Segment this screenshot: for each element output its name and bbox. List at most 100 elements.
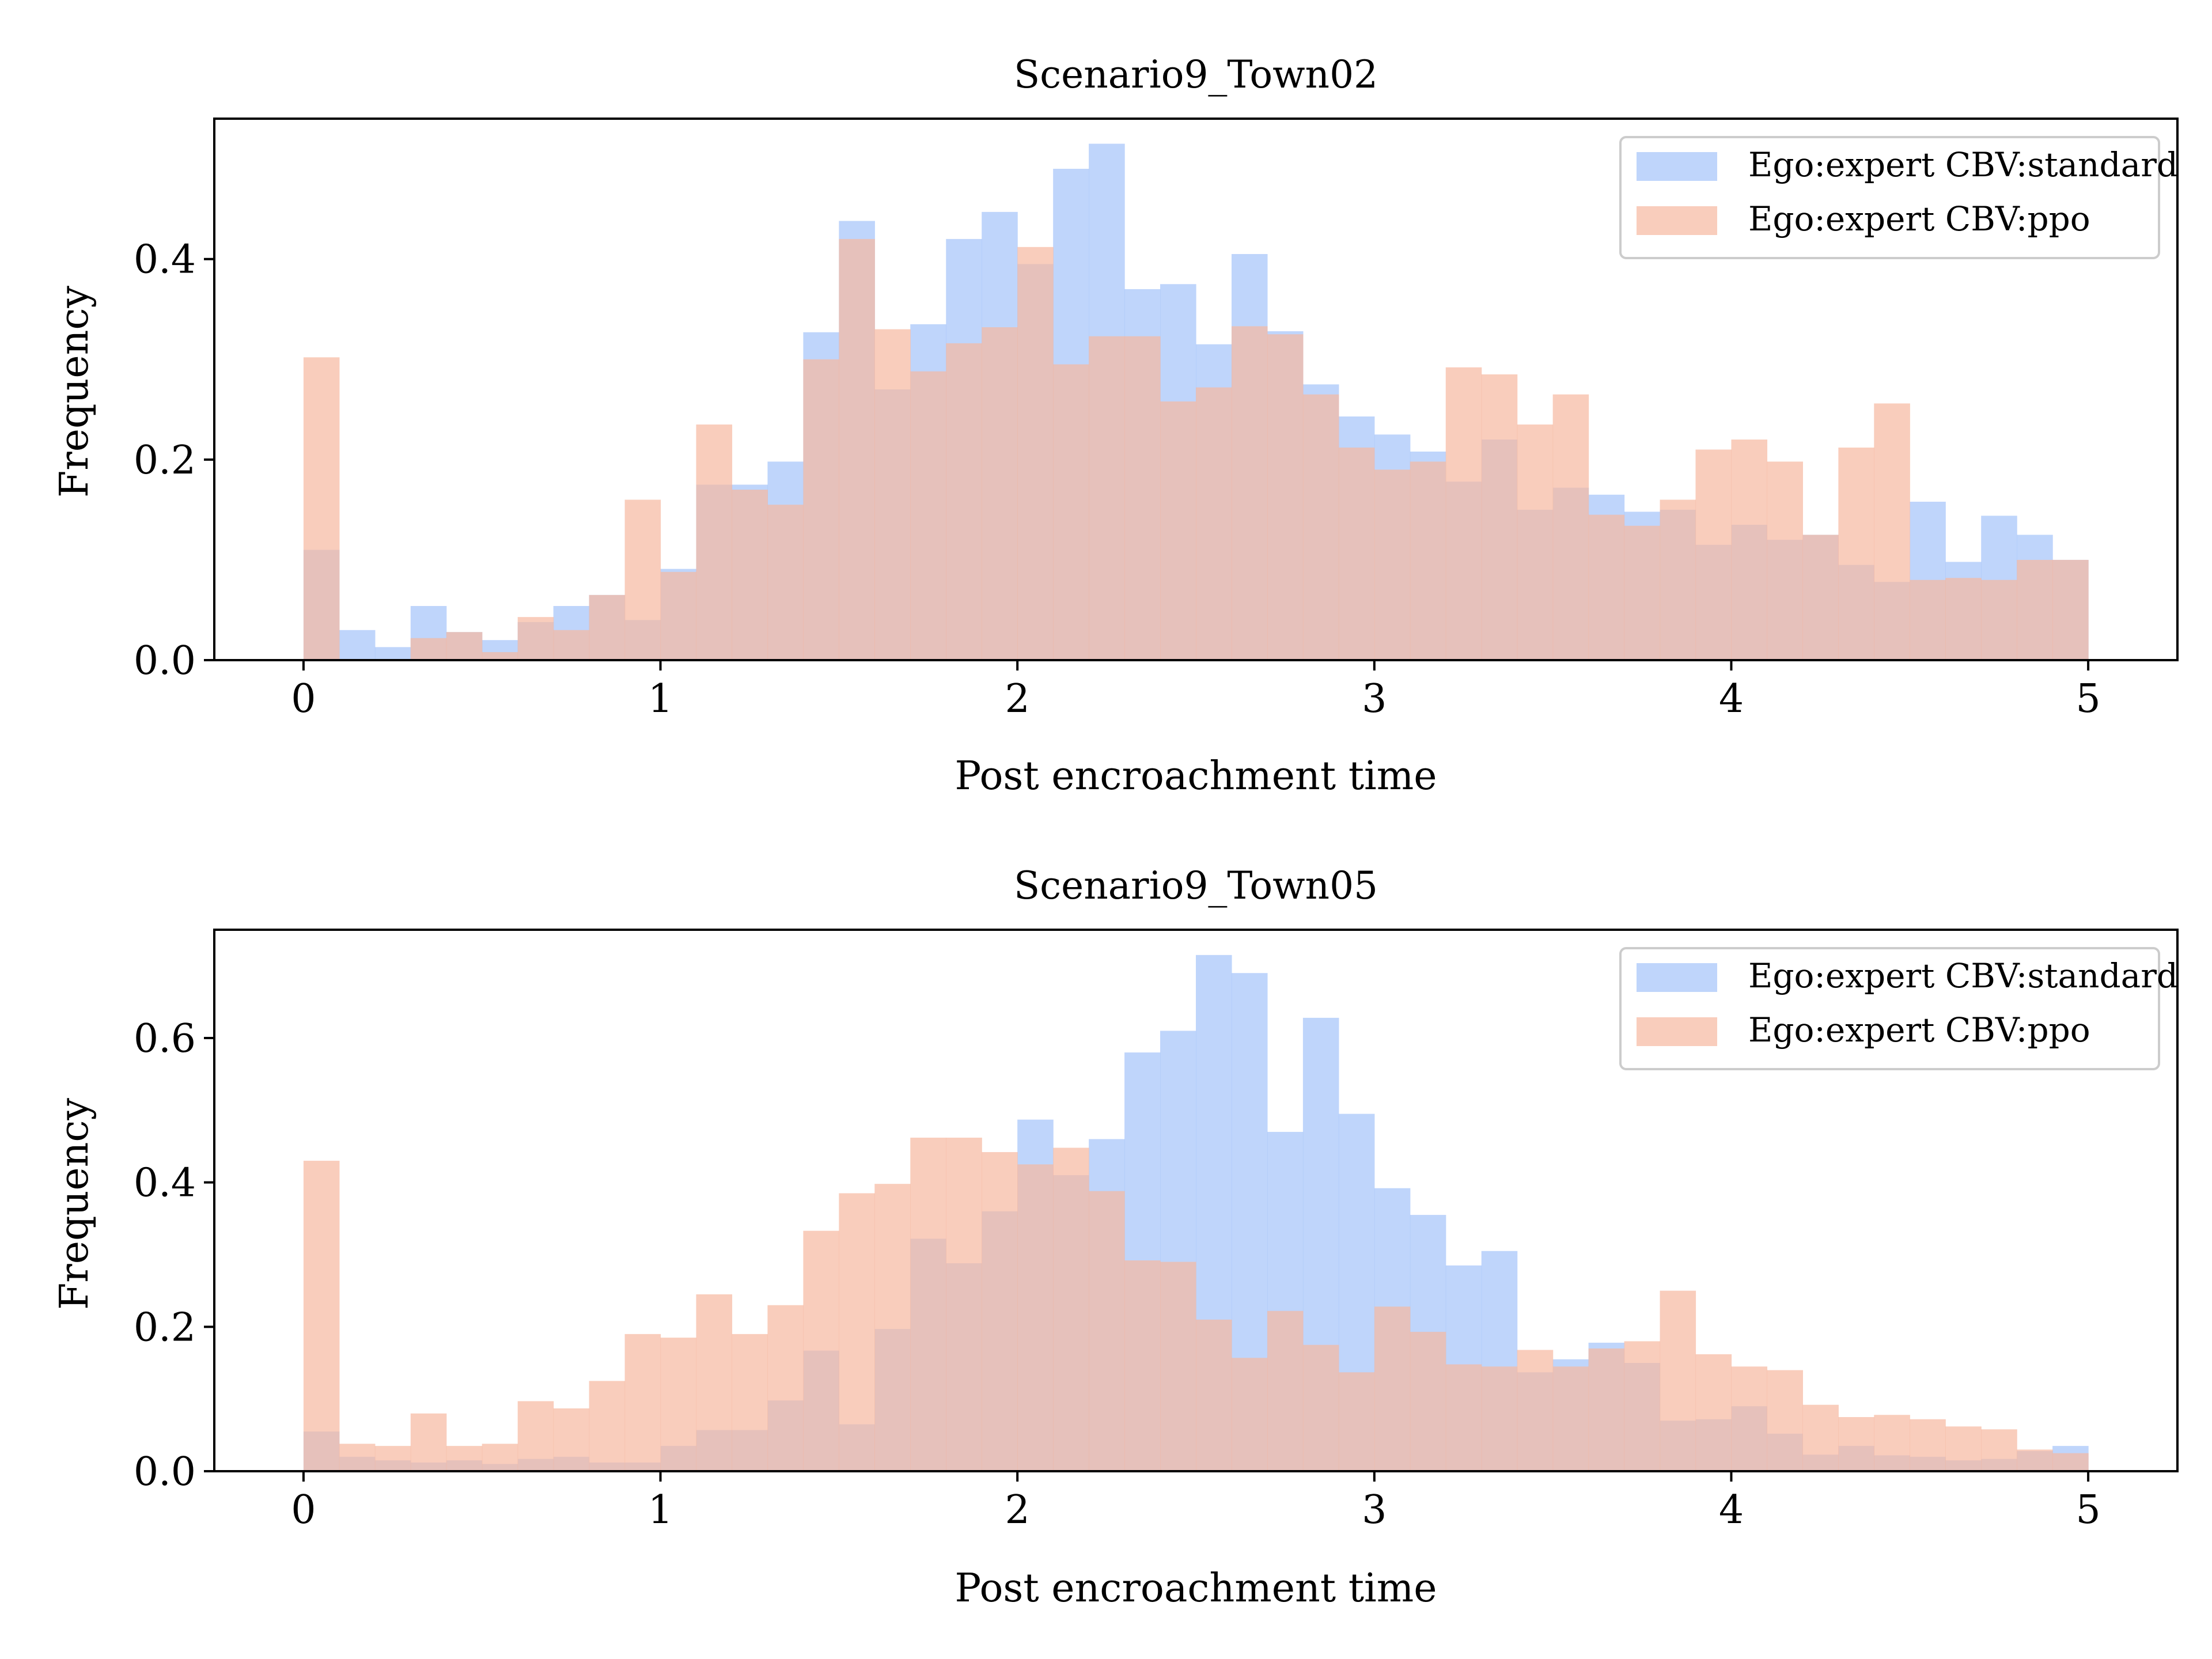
y-tick-label: 0.2 xyxy=(134,438,196,483)
histogram-bar xyxy=(1089,336,1125,660)
histogram-bar xyxy=(696,1294,733,1471)
histogram-bar xyxy=(732,1334,768,1471)
histogram-bar xyxy=(1481,1366,1518,1471)
x-tick-label: 4 xyxy=(1719,1487,1744,1533)
histogram-bar xyxy=(874,1184,911,1471)
histogram-bar xyxy=(1874,403,1910,660)
histogram-bar xyxy=(1302,1344,1339,1471)
y-tick-label: 0.2 xyxy=(134,1305,196,1350)
histogram-bar xyxy=(589,1381,626,1471)
histogram-bar xyxy=(1552,1366,1589,1471)
x-axis-label: Post encroachment time xyxy=(955,753,1437,799)
histogram-bar xyxy=(2052,1453,2089,1471)
histogram-bar xyxy=(1731,1366,1768,1471)
legend-label: Ego:expert CBV:ppo xyxy=(1748,199,2090,238)
plot-frame xyxy=(213,118,2179,661)
histogram-bar xyxy=(1552,394,1589,660)
histogram-bar xyxy=(2017,1449,2053,1471)
x-tick-label: 2 xyxy=(1005,1487,1030,1533)
histogram-bar xyxy=(1160,1262,1196,1471)
plot-frame xyxy=(213,929,2179,1472)
legend-box xyxy=(1619,136,2160,259)
histogram-bar xyxy=(374,1446,411,1471)
legend-label: Ego:expert CBV:ppo xyxy=(1748,1010,2090,1050)
histogram-bar xyxy=(303,357,340,660)
histogram-bar xyxy=(1267,334,1304,660)
histogram-bar xyxy=(1981,1429,2017,1471)
histogram-bar xyxy=(517,1401,554,1471)
histogram-bar xyxy=(1410,1332,1446,1471)
histogram-bar xyxy=(839,238,875,660)
y-tick-label: 0.4 xyxy=(134,237,196,283)
legend-label: Ego:expert CBV:standard xyxy=(1748,956,2178,995)
x-tick-label: 2 xyxy=(1005,676,1030,722)
x-axis-label: Post encroachment time xyxy=(955,1566,1437,1611)
histogram-bar xyxy=(1981,579,2017,660)
histogram-bar xyxy=(482,652,518,660)
histogram-bar xyxy=(1588,514,1625,660)
histogram-bar xyxy=(1053,1147,1089,1471)
histogram-bar xyxy=(1802,1404,1839,1471)
histogram-bar xyxy=(1374,469,1411,660)
histogram-bar xyxy=(1124,1260,1161,1471)
histogram-bar xyxy=(1910,579,1946,660)
histogram-bar xyxy=(1695,1354,1732,1471)
histogram-bar xyxy=(339,1444,376,1471)
histogram-bar xyxy=(2017,559,2053,660)
histogram-bar xyxy=(732,490,768,660)
x-tick-label: 0 xyxy=(291,1487,316,1533)
histogram-bar xyxy=(553,1408,590,1471)
histogram-bar xyxy=(1945,578,1982,660)
histogram-bar xyxy=(446,1446,483,1471)
histogram-bar xyxy=(1124,336,1161,660)
histogram-bar xyxy=(660,571,697,660)
histogram-bar xyxy=(1410,461,1446,660)
chart-panel-town05: Scenario9_Town05 Post encroachment time … xyxy=(52,863,2179,1611)
histogram-bar xyxy=(1231,326,1268,660)
histogram-bar xyxy=(1481,374,1518,660)
legend-swatch xyxy=(1637,963,1717,992)
histogram-bar xyxy=(1089,1191,1125,1471)
histogram-bar xyxy=(1374,1306,1411,1471)
histogram-bar xyxy=(446,632,483,660)
x-tick-label: 1 xyxy=(648,676,673,722)
histogram-bar xyxy=(1445,367,1482,660)
histogram-bar xyxy=(517,617,554,660)
histogram-bar xyxy=(410,1413,447,1471)
histogram-bar xyxy=(1660,1290,1696,1471)
legend-box xyxy=(1619,947,2160,1070)
histogram-bar xyxy=(410,638,447,660)
y-tick-label: 0.4 xyxy=(134,1161,196,1206)
histogram-bar xyxy=(1624,525,1661,660)
legend: Ego:expert CBV:standard Ego:expert CBV:pp… xyxy=(1619,947,2178,1070)
histogram-bar xyxy=(2052,559,2089,660)
histogram-bar xyxy=(482,1444,518,1471)
histogram-bar xyxy=(767,505,804,660)
legend-swatch xyxy=(1637,206,1717,235)
histogram-bar xyxy=(767,1305,804,1471)
histogram-bar xyxy=(1196,387,1232,660)
chart-panel-town02: Scenario9_Town02 Post encroachment time … xyxy=(52,52,2179,799)
histogram-bar xyxy=(1910,1419,1946,1471)
histogram-bar xyxy=(1017,1164,1054,1471)
histogram-bar xyxy=(1802,535,1839,660)
histogram-bar xyxy=(1624,1341,1661,1471)
x-tick-label: 5 xyxy=(2075,1487,2100,1533)
chart-title: Scenario9_Town05 xyxy=(1014,863,1378,908)
histogram-bar xyxy=(839,1193,875,1471)
chart-title: Scenario9_Town02 xyxy=(1014,52,1378,97)
legend-swatch xyxy=(1637,152,1717,181)
histogram-bar xyxy=(553,630,590,660)
x-tick-label: 4 xyxy=(1719,676,1744,722)
y-axis-label: Frequency xyxy=(52,286,97,498)
histogram-bar xyxy=(803,1230,839,1471)
histogram-bar xyxy=(803,359,839,660)
histogram-bar xyxy=(1302,394,1339,660)
histogram-bar xyxy=(1767,1370,1803,1471)
x-tick-label: 0 xyxy=(291,676,316,722)
y-tick-label: 0.0 xyxy=(134,1449,196,1495)
legend-label: Ego:expert CBV:standard xyxy=(1748,145,2178,184)
y-tick-label: 0.6 xyxy=(134,1016,196,1062)
histogram-bar xyxy=(624,1334,661,1471)
